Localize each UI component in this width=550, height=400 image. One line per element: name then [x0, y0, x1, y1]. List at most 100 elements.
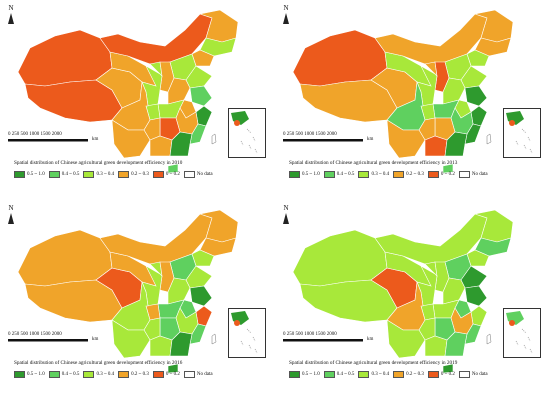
province-zhejiang — [470, 105, 488, 127]
china-province-map — [17, 9, 239, 174]
scale-unit: km — [367, 337, 374, 342]
china-province-map — [292, 9, 514, 174]
legend-label: No data — [471, 372, 488, 377]
province-zhejiang — [195, 305, 213, 327]
province-hainan — [167, 163, 179, 174]
legend-label: 0.2 ~ 0.3 — [406, 172, 424, 177]
legend-label: 0 ~ 0.2 — [440, 172, 455, 177]
legend-item: 0.5 ~ 1.0 — [289, 371, 320, 378]
legend-item: No data — [183, 171, 213, 178]
legend-label: 0 ~ 0.2 — [165, 372, 180, 377]
legend-item: 0.3 ~ 0.4 — [358, 371, 389, 378]
province-guangdong — [169, 331, 193, 357]
legend-swatch — [393, 371, 405, 378]
china-province-map — [292, 209, 514, 374]
legend-item: 0.3 ~ 0.4 — [358, 171, 389, 178]
legend-swatch — [323, 171, 335, 178]
legend-swatch — [427, 371, 439, 378]
legend: 0.5 ~ 1.0 0.4 ~ 0.5 0.3 ~ 0.4 0.2 ~ 0.3 0 ~ … — [289, 371, 488, 378]
legend-label: 0.2 ~ 0.3 — [131, 172, 149, 177]
south-china-sea-inset — [228, 108, 266, 158]
legend-item: 0 ~ 0.2 — [152, 171, 180, 178]
province-jiangsu — [189, 285, 213, 307]
map-panel-2010: N 0 250 500 1000 1500 2000 km Spatial distr… — [0, 0, 275, 200]
legend-swatch — [83, 371, 95, 378]
province-taiwan — [486, 133, 492, 145]
province-xinjiang — [17, 229, 113, 287]
legend-swatch — [289, 371, 300, 378]
province-hainan — [442, 163, 454, 174]
legend-swatch — [152, 371, 164, 378]
scale-unit: km — [367, 137, 374, 142]
legend-swatch — [393, 171, 405, 178]
legend-label: No data — [471, 172, 488, 177]
legend-item: 0.4 ~ 0.5 — [48, 371, 79, 378]
province-zhejiang — [470, 305, 488, 327]
province-guangdong — [444, 331, 468, 357]
north-arrow-icon: N — [6, 204, 16, 224]
legend-item: 0 ~ 0.2 — [152, 371, 180, 378]
legend-label: 0.4 ~ 0.5 — [61, 172, 80, 177]
map-caption: Spatial distribution of Chinese agricult… — [14, 360, 183, 366]
province-guangdong — [169, 131, 193, 157]
scale-ticks: 0 250 500 1000 1500 2000 — [8, 332, 62, 337]
scale-ticks: 0 250 500 1000 1500 2000 — [8, 132, 62, 137]
province-jiangsu — [464, 85, 488, 107]
legend-label: 0 ~ 0.2 — [165, 172, 180, 177]
legend-swatch — [152, 171, 164, 178]
province-yunnan — [111, 319, 151, 359]
legend-item: No data — [458, 171, 488, 178]
legend-label: 0.5 ~ 1.0 — [302, 372, 320, 377]
legend: 0.5 ~ 1.0 0.4 ~ 0.5 0.3 ~ 0.4 0.2 ~ 0.3 0 ~ … — [14, 371, 213, 378]
scale-bar: 0 250 500 1000 1500 2000 km — [283, 132, 393, 144]
legend-item: 0.3 ~ 0.4 — [83, 171, 114, 178]
legend-swatch — [183, 171, 195, 178]
legend-swatch — [48, 371, 60, 378]
south-china-sea-inset — [503, 308, 541, 358]
legend-label: 0.5 ~ 1.0 — [27, 172, 45, 177]
legend-swatch — [427, 171, 439, 178]
province-yunnan — [111, 119, 151, 159]
legend-label: No data — [196, 172, 213, 177]
map-panel-2013: N 0 250 500 1000 1500 2000 km Spatial distr… — [275, 0, 550, 200]
north-label: N — [283, 204, 289, 212]
south-china-sea-inset — [228, 308, 266, 358]
map-panel-2019: N 0 250 500 1000 1500 2000 km Spatial distr… — [275, 200, 550, 400]
legend-item: 0.5 ~ 1.0 — [14, 371, 45, 378]
legend-swatch — [458, 171, 470, 178]
province-yunnan — [386, 119, 426, 159]
legend-label: 0.5 ~ 1.0 — [302, 172, 320, 177]
scale-unit: km — [92, 137, 99, 142]
legend-swatch — [48, 171, 60, 178]
north-arrow-icon: N — [281, 204, 291, 224]
legend-label: 0.3 ~ 0.4 — [96, 172, 115, 177]
map-caption: Spatial distribution of Chinese agricult… — [289, 160, 458, 166]
province-guangxi — [424, 135, 448, 157]
province-taiwan — [486, 333, 492, 345]
map-caption: Spatial distribution of Chinese agricult… — [289, 360, 458, 366]
legend-label: 0.3 ~ 0.4 — [96, 372, 115, 377]
legend-item: 0.4 ~ 0.5 — [48, 171, 80, 178]
north-arrow-icon: N — [6, 4, 16, 24]
legend-label: 0.4 ~ 0.5 — [336, 372, 355, 377]
province-guangxi — [149, 135, 173, 157]
province-xinjiang — [17, 29, 113, 87]
legend-swatch — [358, 171, 370, 178]
north-label: N — [8, 4, 14, 12]
province-hainan — [167, 363, 179, 374]
province-hainan — [442, 363, 454, 374]
province-zhejiang — [195, 105, 213, 127]
legend-item: 0.3 ~ 0.4 — [83, 371, 114, 378]
legend-item: 0.5 ~ 1.0 — [14, 171, 45, 178]
north-label: N — [8, 204, 14, 212]
map-caption: Spatial distribution of Chinese agricult… — [14, 160, 183, 166]
scale-bar: 0 250 500 1000 1500 2000 km — [283, 332, 393, 344]
province-jiangsu — [464, 285, 488, 307]
legend-label: 0.4 ~ 0.5 — [336, 172, 355, 177]
scale-bar: 0 250 500 1000 1500 2000 km — [8, 132, 118, 144]
legend-item: 0 ~ 0.2 — [427, 371, 455, 378]
province-guangxi — [149, 335, 173, 357]
legend: 0.5 ~ 1.0 0.4 ~ 0.5 0.3 ~ 0.4 0.2 ~ 0.3 0 ~ … — [14, 171, 213, 178]
china-province-map — [17, 209, 239, 374]
legend-label: No data — [196, 372, 213, 377]
